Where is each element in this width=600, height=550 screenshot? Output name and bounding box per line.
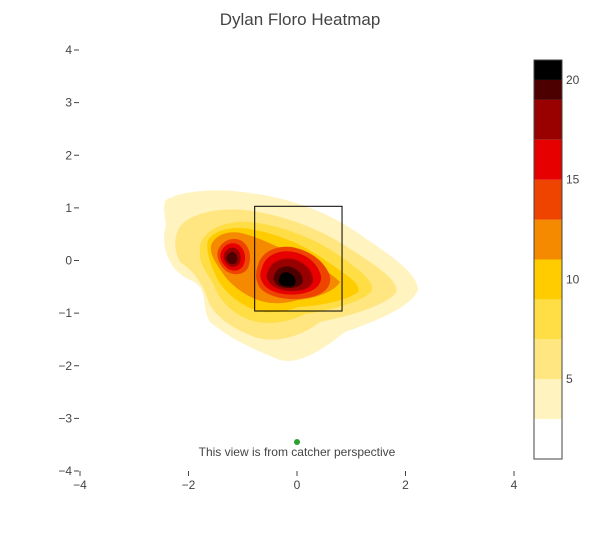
colorbar-segment	[534, 379, 562, 420]
y-axis: 4 3 2 1 0 −1 −2 −3 −4	[58, 43, 79, 478]
plot-area: This view is from catcher perspective	[164, 190, 418, 459]
x-tick-label: −2	[182, 478, 196, 492]
x-tick-label: −4	[73, 478, 87, 492]
colorbar-outline	[533, 59, 563, 460]
contour-level-19-left	[226, 252, 238, 265]
catcher-perspective-note: This view is from catcher perspective	[199, 445, 396, 459]
colorbar-segment	[534, 259, 562, 300]
y-tick-label: 3	[65, 96, 72, 110]
colorbar-segment	[534, 79, 562, 100]
colorbar-tick-label: 5	[566, 372, 573, 386]
catcher-position-marker	[294, 439, 300, 446]
colorbar: 5 10 15 20	[533, 59, 580, 460]
y-tick-label: 4	[65, 43, 72, 57]
colorbar-tick-label: 20	[566, 73, 580, 87]
colorbar-tick-label: 10	[566, 272, 580, 286]
colorbar-segment	[534, 419, 562, 459]
x-tick-label: 4	[511, 478, 518, 492]
strike-zone	[254, 205, 343, 312]
colorbar-segment	[534, 339, 562, 380]
contour-level-20-center	[278, 272, 296, 287]
colorbar-segment	[534, 299, 562, 340]
y-tick-label: 2	[65, 148, 72, 162]
y-tick-label: −1	[58, 306, 72, 320]
colorbar-segment	[534, 60, 562, 80]
y-tick-label: −3	[58, 411, 72, 425]
colorbar-segment	[534, 179, 562, 220]
colorbar-segment	[534, 219, 562, 260]
colorbar-segment	[534, 99, 562, 140]
x-tick-label: 2	[402, 478, 409, 492]
y-tick-label: 1	[65, 201, 72, 215]
colorbar-tick-label: 15	[566, 173, 580, 187]
chart-title: Dylan Floro Heatmap	[220, 10, 381, 29]
x-tick-label: 0	[294, 478, 301, 492]
colorbar-segment	[534, 139, 562, 180]
heatmap-contours	[164, 190, 418, 361]
y-tick-label: −4	[58, 464, 72, 478]
y-tick-label: 0	[65, 254, 72, 268]
x-axis: −4 −2 0 2 4	[73, 471, 518, 492]
y-tick-label: −2	[58, 359, 72, 373]
